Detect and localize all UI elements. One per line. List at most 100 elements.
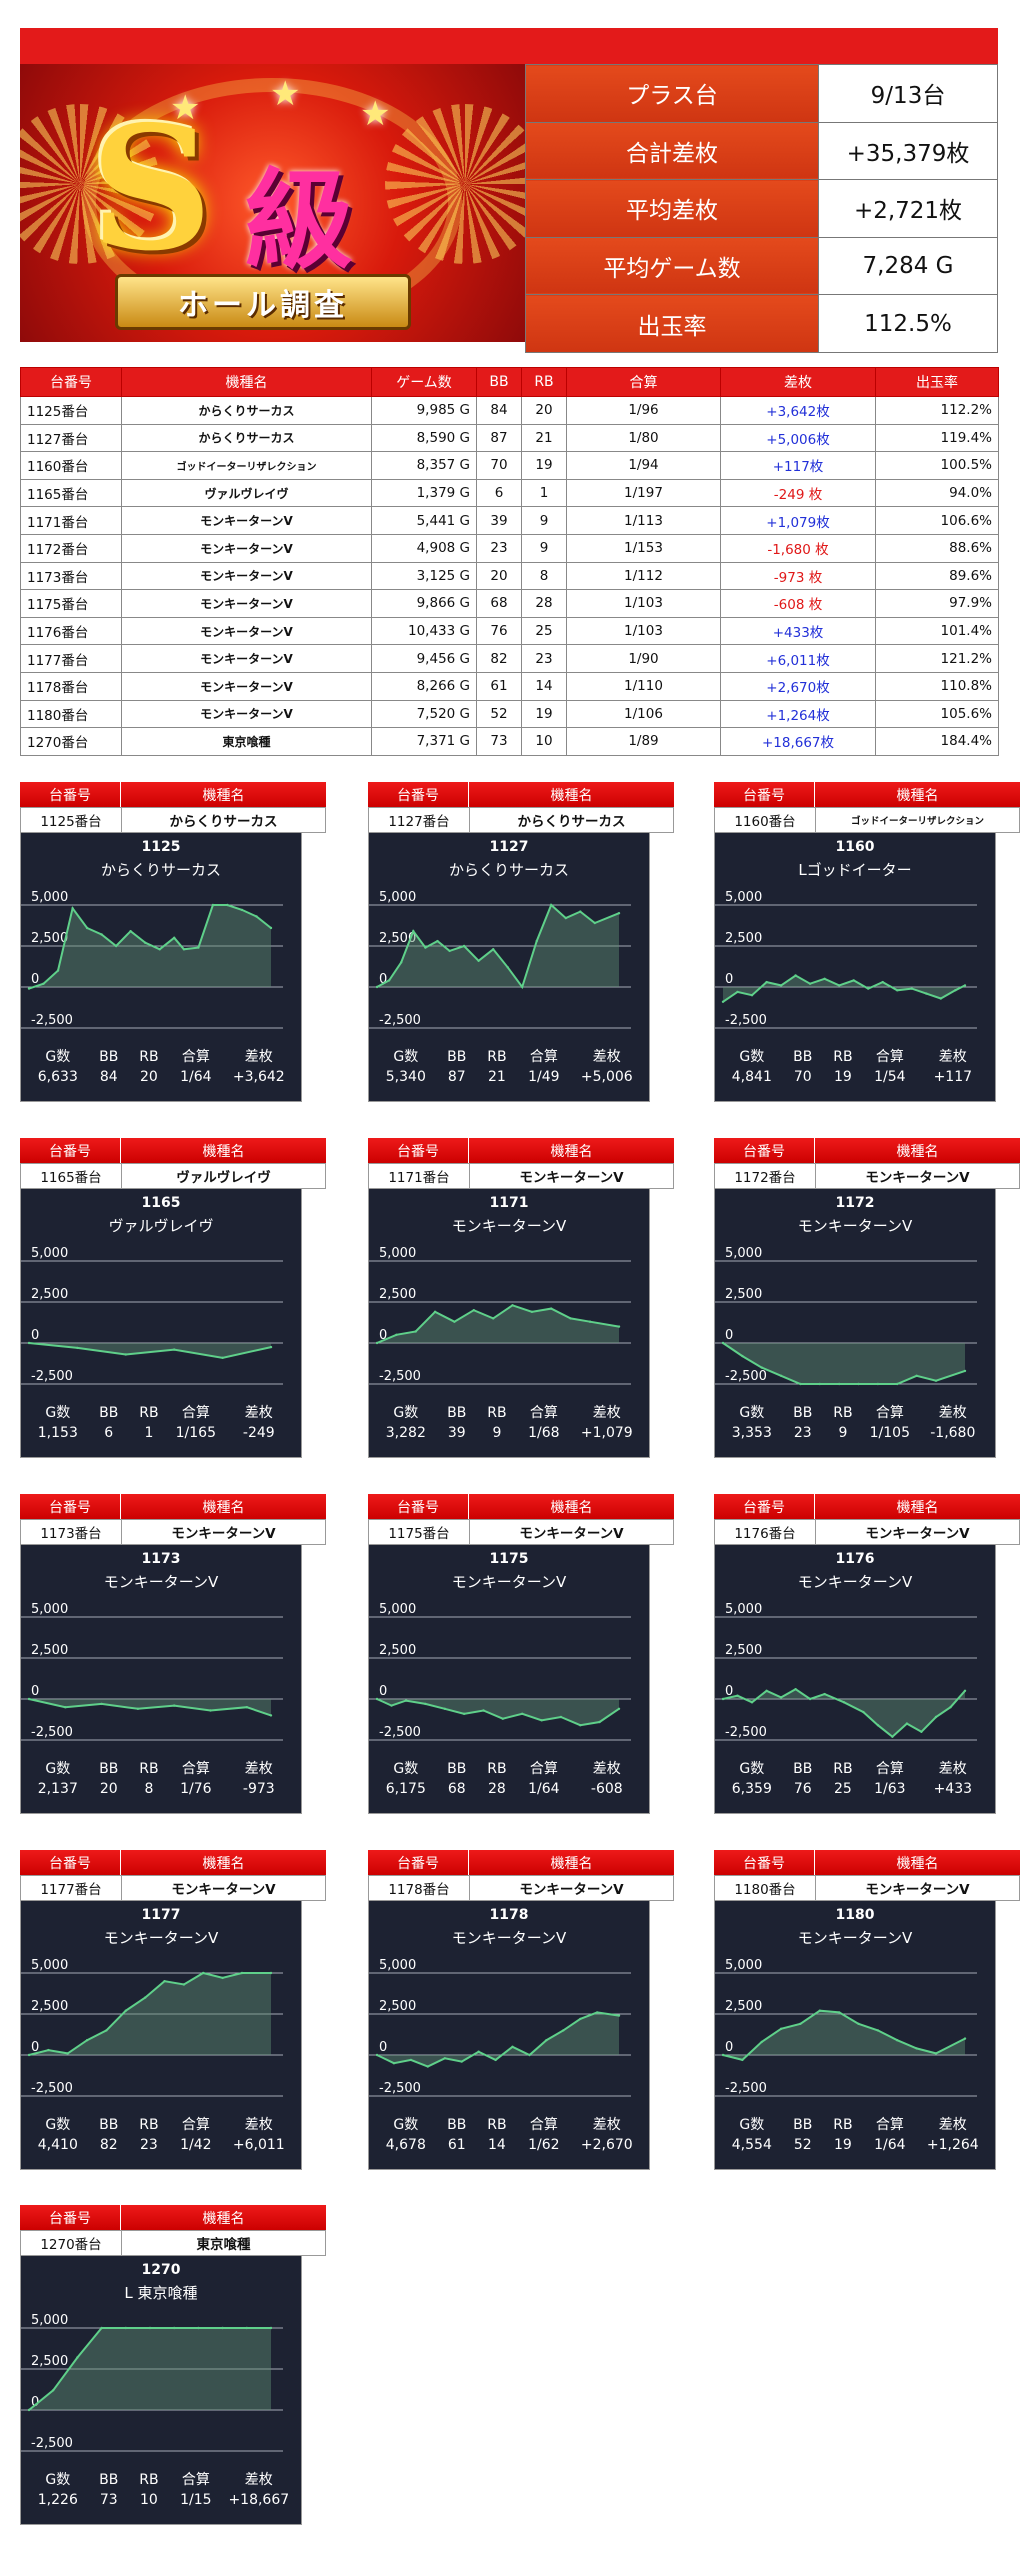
stat-label: 合算 [875, 1761, 904, 1777]
cell-rb: 14 [521, 671, 567, 701]
data-point [721, 1697, 725, 1701]
cell-machine-no: 1127番台 [20, 423, 122, 453]
y-tick-label: -2,500 [31, 2436, 73, 2451]
y-tick-label: 0 [379, 2040, 387, 2055]
y-tick-label: 2,500 [379, 1999, 416, 2014]
data-point [920, 1730, 923, 1733]
table-row: 1173番台 モンキーターンV 3,125 G 20 8 1/112 -973 枚 89.6% [20, 561, 999, 591]
cell-machine-no: 1173番台 [20, 561, 122, 591]
card-header: 台番号 機種名 [714, 1138, 1020, 1163]
data-point [71, 907, 74, 910]
stat-label: 差枚 [938, 2117, 967, 2133]
cell-combined: 1/112 [566, 561, 721, 591]
cell-combined: 1/103 [566, 616, 721, 646]
cell-machine-no: 1175番台 [20, 589, 122, 618]
col-header-combined: 合算 [566, 367, 721, 397]
data-point [443, 1707, 446, 1710]
data-point [221, 1356, 224, 1359]
cell-rb: 8 [521, 561, 567, 591]
diff-area [377, 905, 619, 987]
y-tick-label: -2,500 [379, 1013, 421, 1028]
stat-value: +5,006 [580, 1069, 633, 1085]
data-point [876, 2029, 880, 2032]
panel-machine-name: モンキーターンV [451, 1217, 567, 1235]
cell-machine-name: ヴァルヴレイヴ [121, 478, 372, 508]
data-point [963, 2037, 967, 2040]
data-point [588, 1320, 592, 1323]
stat-value: 9 [838, 1425, 848, 1441]
cell-diff: +1,079枚 [720, 506, 876, 535]
card-machine-name: 東京喰種 [196, 2237, 251, 2253]
cell-diff: +18,667枚 [720, 727, 876, 756]
data-point [460, 2060, 463, 2063]
card-machine-no: 1178番台 [369, 1876, 470, 1900]
y-tick-label: -2,500 [725, 1725, 767, 1740]
stat-label: BB [99, 1049, 119, 1065]
graph-panel: 5,000 2,500 0 -2,500 1127 からくりサーカス G数 BB RB 合算 差枚 5… [368, 833, 650, 1102]
data-point [794, 974, 797, 977]
card-header-no-label: 台番号 [714, 1850, 815, 1875]
panel-stats: G数 BB RB 合算 差枚 3,282 39 9 1/68 +1,079 [375, 1403, 643, 1443]
data-point [163, 1980, 166, 1983]
y-tick-label: 5,000 [31, 1958, 68, 1973]
stat-value: 10 [140, 2492, 158, 2508]
diff-graph: 5,000 2,500 0 -2,500 [21, 1602, 283, 1741]
y-tick-label: 0 [725, 972, 733, 987]
machine-card: 台番号 機種名 1178番台 モンキーターンV 5,000 2,500 0 -2,500 117… [368, 1850, 674, 2170]
data-point [896, 2039, 899, 2042]
data-point [818, 2009, 821, 2012]
data-point [925, 992, 928, 995]
card-header-no-label: 台番号 [20, 2205, 121, 2230]
stat-label: 合算 [875, 2117, 904, 2133]
cell-machine-name: モンキーターンV [121, 671, 372, 701]
data-point [954, 989, 957, 992]
stat-label: G数 [45, 2117, 71, 2133]
graph-panel: 5,000 2,500 0 -2,500 1180 モンキーターンV G数 BB RB 合算 差枚 4… [714, 1901, 996, 2170]
data-point [736, 1694, 739, 1697]
diff-graph: 5,000 2,500 0 -2,500 [21, 890, 283, 1029]
graph-panel: 5,000 2,500 0 -2,500 1175 モンキーターンV G数 BB RB 合算 差枚 6… [368, 1545, 650, 1814]
cell-machine-name: モンキーターンV [121, 533, 372, 563]
stat-label: 差枚 [244, 1761, 273, 1777]
data-point [521, 1712, 524, 1715]
cell-diff: +5,006枚 [720, 423, 876, 453]
stat-label: RB [487, 1761, 507, 1777]
panel-stats: G数 BB RB 合算 差枚 1,153 6 1 1/165 -249 [27, 1403, 295, 1443]
stat-label: G数 [393, 1761, 419, 1777]
data-point [221, 1976, 224, 1980]
cell-machine-name: モンキーターンV [121, 644, 372, 673]
panel-machine-name: からくりサーカス [448, 861, 569, 879]
diff-line [28, 904, 272, 990]
data-point [550, 1307, 553, 1310]
cell-machine-no: 1172番台 [20, 533, 122, 563]
cell-bb: 39 [476, 506, 522, 535]
summary-row: 出玉率 112.5% [525, 294, 998, 353]
data-point [545, 2039, 548, 2042]
data-point [390, 1704, 393, 1707]
stat-label: G数 [393, 1049, 419, 1065]
machine-card: 台番号 機種名 1165番台 ヴァルヴレイヴ 5,000 2,500 0 -2,500 1165… [20, 1138, 326, 1458]
diff-graph: 5,000 2,500 0 -2,500 [369, 1958, 631, 2097]
stat-value: 20 [140, 1069, 158, 1085]
data-point [494, 2058, 497, 2062]
cell-rate: 88.6% [875, 533, 999, 563]
cell-games: 5,441 G [371, 506, 477, 535]
data-point [144, 1996, 147, 1999]
stat-value: 9 [492, 1425, 502, 1441]
stat-value: 82 [99, 2137, 118, 2153]
data-point [808, 1697, 812, 1701]
stat-value: 6 [104, 1425, 114, 1441]
cell-diff: +1,264枚 [720, 699, 876, 729]
data-point [182, 1983, 186, 1986]
diff-graph: 5,000 2,500 0 -2,500 [369, 1246, 631, 1385]
cell-machine-no: 1270番台 [20, 727, 122, 756]
stat-value: 1/64 [874, 2137, 906, 2153]
stat-value: 4,410 [37, 2137, 78, 2153]
stat-value: 6,175 [385, 1781, 426, 1797]
card-machine-no: 1270番台 [21, 2231, 122, 2255]
cell-rb: 1 [521, 478, 567, 508]
table-row: 1172番台 モンキーターンV 4,908 G 23 9 1/153 -1,680 枚 88.… [20, 533, 999, 563]
data-point [240, 908, 244, 912]
card-machine-name: ゴッドイーターリザレクション [850, 816, 984, 827]
stat-value: 6,633 [37, 1069, 78, 1085]
